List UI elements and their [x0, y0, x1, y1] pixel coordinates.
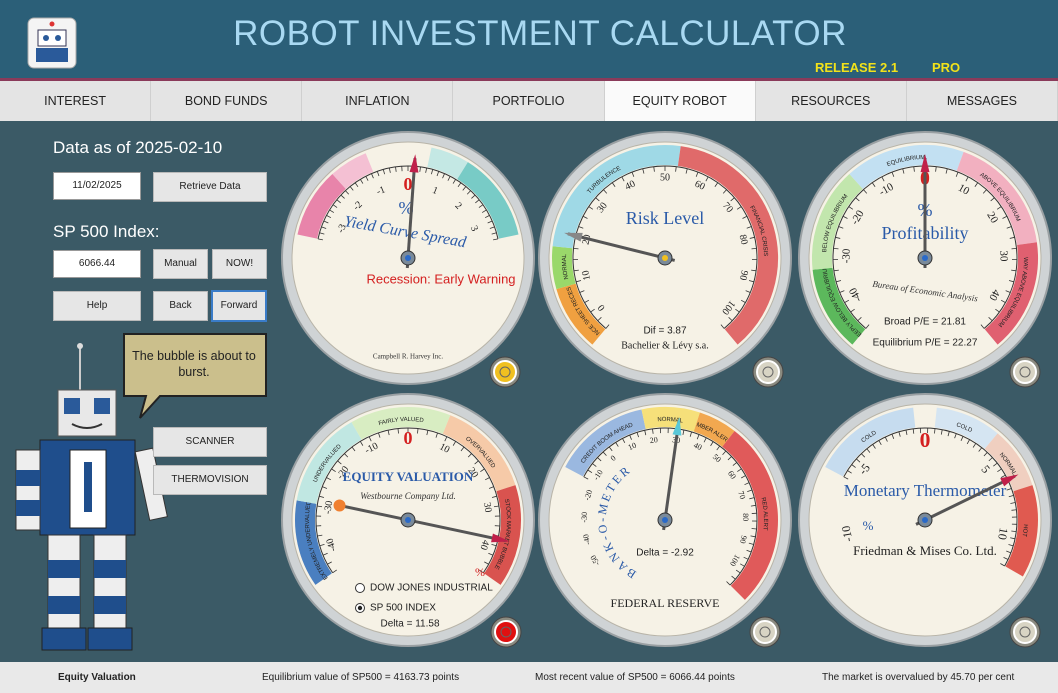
gauge-minor-tick [1011, 510, 1016, 511]
index-input[interactable]: 6066.44 [53, 250, 141, 278]
gauge-caption: Delta = -2.92 [636, 548, 694, 559]
data-date-label: Data as of 2025-02-10 [53, 138, 222, 158]
date-input[interactable]: 11/02/2025 [53, 172, 141, 200]
gauge-caption: Recession: Early Warning [366, 271, 515, 286]
gauge-minor-tick [417, 429, 418, 434]
gauge-zone [429, 157, 462, 170]
speech-text: The bubble is about to burst. [120, 332, 268, 396]
gauge-minor-tick [398, 429, 399, 434]
page: {"header":{"title":"ROBOT INVESTMENT CAL… [0, 0, 1058, 693]
status-light [494, 361, 516, 383]
now-button[interactable]: NOW! [212, 249, 267, 279]
gauge-title: Risk Level [626, 208, 705, 228]
status-light [495, 621, 517, 643]
gauge-tick-label: -30 [840, 248, 852, 263]
gauge-unit: % [863, 518, 874, 533]
forward-button[interactable]: Forward [211, 290, 267, 322]
radio-label: SP 500 INDEX [370, 603, 436, 614]
status-light [1014, 621, 1036, 643]
needle-hub-center [405, 517, 411, 523]
needle-hub-center [662, 517, 668, 523]
status-light [757, 361, 779, 383]
index-label: SP 500 Index: [53, 222, 160, 242]
scanner-button[interactable]: SCANNER [153, 427, 267, 457]
gauge-tick-label: 30 [997, 250, 1009, 262]
gauge-caption: Dif = 3.87 [643, 326, 687, 337]
gauge-caption: Westbourne Company Ltd. [360, 491, 455, 501]
gauge-caption: Bachelier & Lévy s.a. [621, 340, 708, 351]
gauge-tick-label: 0 [920, 428, 931, 452]
retrieve-button[interactable]: Retrieve Data [153, 172, 267, 202]
gauge-tick-label: -10 [839, 525, 856, 543]
gauge-tick-label: 10 [995, 527, 1011, 541]
gauge-minor-tick [752, 248, 757, 249]
gauge-caption: Broad P/E = 21.81 [884, 317, 966, 328]
gauge-caption: FEDERAL RESERVE [611, 596, 720, 610]
gauge-title: Monetary Thermometer [844, 481, 1007, 500]
gauge-minor-tick [934, 429, 935, 434]
gauge-caption: Friedman & Mises Co. Ltd. [853, 543, 997, 558]
gauge-caption: Delta = 11.58 [380, 619, 439, 630]
radio-dot [358, 606, 362, 610]
needle-tail [334, 499, 346, 511]
needle-hub-center [405, 255, 411, 261]
status-section: Equity Valuation [58, 672, 136, 683]
thermovision-button[interactable]: THERMOVISION [153, 465, 267, 495]
status-light [754, 621, 776, 643]
radio-button[interactable] [356, 584, 365, 593]
needle-hub-center [922, 517, 928, 523]
gauge-minor-tick [574, 248, 579, 249]
manual-button[interactable]: Manual [153, 249, 208, 279]
status-bar: Equity Valuation Equilibrium value of SP… [0, 662, 1058, 693]
gauge-tick-label: 20 [649, 435, 658, 445]
gauge-minor-tick [1012, 248, 1017, 249]
status-verdict: The market is overvalued by 45.70 per ce… [822, 672, 1014, 683]
gauge-tick-label: 80 [741, 513, 750, 521]
status-light [1014, 361, 1036, 383]
status-recent: Most recent value of SP500 = 6066.44 poi… [535, 672, 735, 683]
radio-label: DOW JONES INDUSTRIAL [370, 583, 493, 594]
gauge-tick-label: -30 [322, 500, 335, 515]
gauge-tick-label: 50 [660, 172, 670, 183]
gauge-caption: Campbell R. Harvey Inc. [373, 353, 443, 361]
help-button[interactable]: Help [53, 291, 141, 321]
gauge-tick-label: 0 [404, 428, 413, 448]
gauge-caption: Equilibrium P/E = 22.27 [873, 338, 978, 349]
gauge-tick-label: 30 [481, 502, 493, 514]
gauge-title: EQUITY VALUATION [343, 469, 474, 484]
needle-hub-center [922, 255, 928, 261]
gauge-tick-label: 0 [404, 174, 413, 194]
gauge-tick-label: -30 [580, 512, 589, 523]
gauge-unit: % [475, 565, 485, 579]
gauge-minor-tick [834, 248, 839, 249]
back-button[interactable]: Back [153, 291, 208, 321]
status-equilibrium: Equilibrium value of SP500 = 4163.73 poi… [262, 672, 459, 683]
needle-hub-center [662, 255, 668, 261]
